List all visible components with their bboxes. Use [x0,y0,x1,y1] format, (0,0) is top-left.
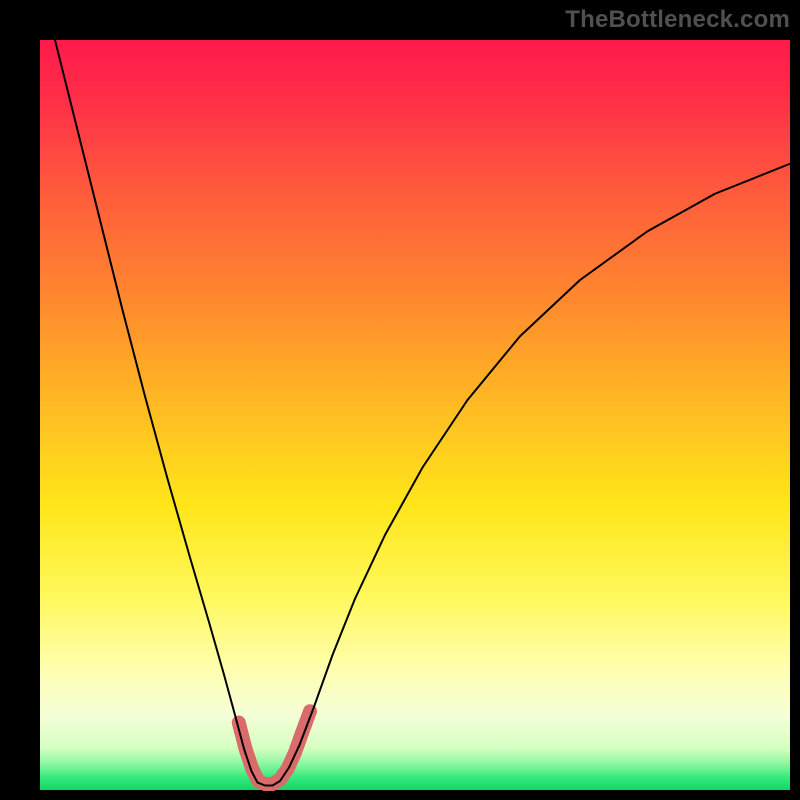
bottleneck-chart [0,0,800,800]
chart-container: TheBottleneck.com [0,0,800,800]
plot-background-gradient [40,40,790,790]
